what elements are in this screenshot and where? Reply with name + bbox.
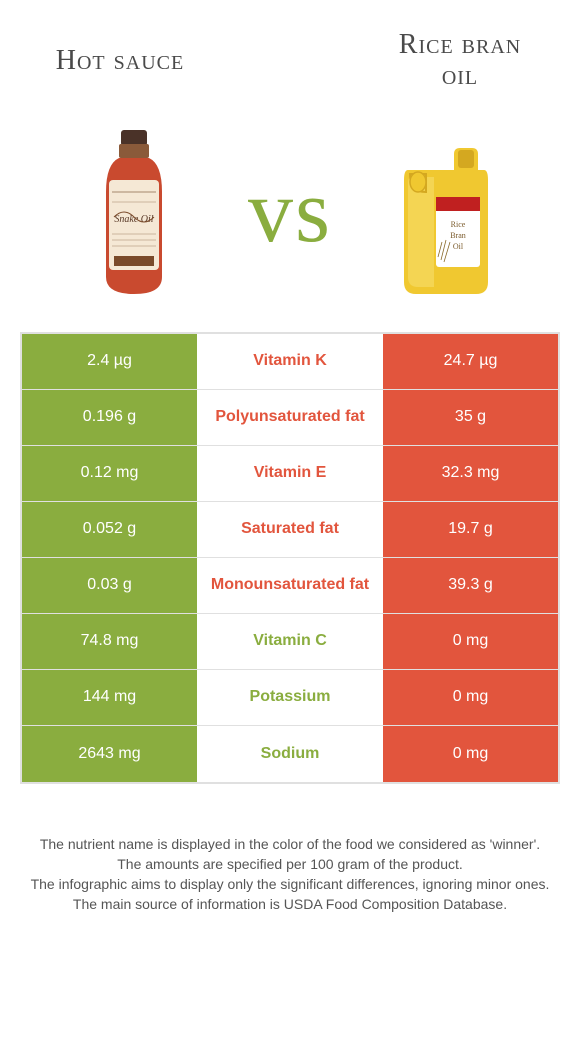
nutrient-label: Sodium bbox=[197, 726, 383, 782]
left-value: 0.052 g bbox=[22, 502, 197, 557]
left-value: 2643 mg bbox=[22, 726, 197, 782]
table-row: 144 mgPotassium0 mg bbox=[22, 670, 558, 726]
right-value: 35 g bbox=[383, 390, 558, 445]
left-value: 74.8 mg bbox=[22, 614, 197, 669]
right-value: 0 mg bbox=[383, 670, 558, 725]
nutrient-label: Saturated fat bbox=[197, 502, 383, 557]
right-value: 32.3 mg bbox=[383, 446, 558, 501]
hotsauce-icon: Snake Oil bbox=[79, 122, 189, 302]
nutrient-label: Potassium bbox=[197, 670, 383, 725]
left-title-col: Hot sauce bbox=[20, 45, 220, 77]
left-value: 144 mg bbox=[22, 670, 197, 725]
hotsauce-image-col: Snake Oil bbox=[20, 122, 248, 302]
table-row: 0.052 gSaturated fat19.7 g bbox=[22, 502, 558, 558]
nutrient-label: Vitamin C bbox=[197, 614, 383, 669]
right-value: 24.7 µg bbox=[383, 334, 558, 389]
right-value: 0 mg bbox=[383, 614, 558, 669]
oil-image-col: Rice Bran Oil bbox=[332, 122, 560, 302]
left-value: 0.12 mg bbox=[22, 446, 197, 501]
nutrient-label: Polyunsaturated fat bbox=[197, 390, 383, 445]
images-row: Snake Oil vs Rice Bran Oil bbox=[0, 102, 580, 332]
table-row: 2.4 µgVitamin K24.7 µg bbox=[22, 334, 558, 390]
svg-text:Bran: Bran bbox=[450, 231, 466, 240]
svg-text:Oil: Oil bbox=[453, 242, 464, 251]
header: Hot sauce Rice bran oil bbox=[0, 0, 580, 102]
right-title-l1: Rice bran bbox=[399, 29, 521, 60]
table-row: 0.196 gPolyunsaturated fat35 g bbox=[22, 390, 558, 446]
right-title: Rice bran oil bbox=[360, 30, 560, 92]
table-row: 74.8 mgVitamin C0 mg bbox=[22, 614, 558, 670]
footer-line-3: The infographic aims to display only the… bbox=[30, 874, 550, 894]
nutrient-label: Vitamin E bbox=[197, 446, 383, 501]
left-title: Hot sauce bbox=[20, 45, 220, 77]
table-row: 0.12 mgVitamin E32.3 mg bbox=[22, 446, 558, 502]
right-value: 19.7 g bbox=[383, 502, 558, 557]
left-value: 2.4 µg bbox=[22, 334, 197, 389]
right-value: 0 mg bbox=[383, 726, 558, 782]
left-value: 0.03 g bbox=[22, 558, 197, 613]
right-value: 39.3 g bbox=[383, 558, 558, 613]
vs-label: vs bbox=[248, 160, 332, 263]
svg-text:Rice: Rice bbox=[451, 220, 466, 229]
footer-line-4: The main source of information is USDA F… bbox=[30, 894, 550, 914]
right-title-col: Rice bran oil bbox=[360, 30, 560, 92]
footer-line-2: The amounts are specified per 100 gram o… bbox=[30, 854, 550, 874]
table-row: 2643 mgSodium0 mg bbox=[22, 726, 558, 782]
footer-line-1: The nutrient name is displayed in the co… bbox=[30, 834, 550, 854]
nutrient-label: Vitamin K bbox=[197, 334, 383, 389]
left-value: 0.196 g bbox=[22, 390, 197, 445]
footer-notes: The nutrient name is displayed in the co… bbox=[0, 784, 580, 935]
oil-icon: Rice Bran Oil bbox=[386, 122, 506, 302]
hotsauce-label-text: Snake Oil bbox=[114, 214, 153, 225]
comparison-table: 2.4 µgVitamin K24.7 µg0.196 gPolyunsatur… bbox=[20, 332, 560, 784]
table-row: 0.03 gMonounsaturated fat39.3 g bbox=[22, 558, 558, 614]
right-title-l2: oil bbox=[442, 60, 478, 91]
nutrient-label: Monounsaturated fat bbox=[197, 558, 383, 613]
